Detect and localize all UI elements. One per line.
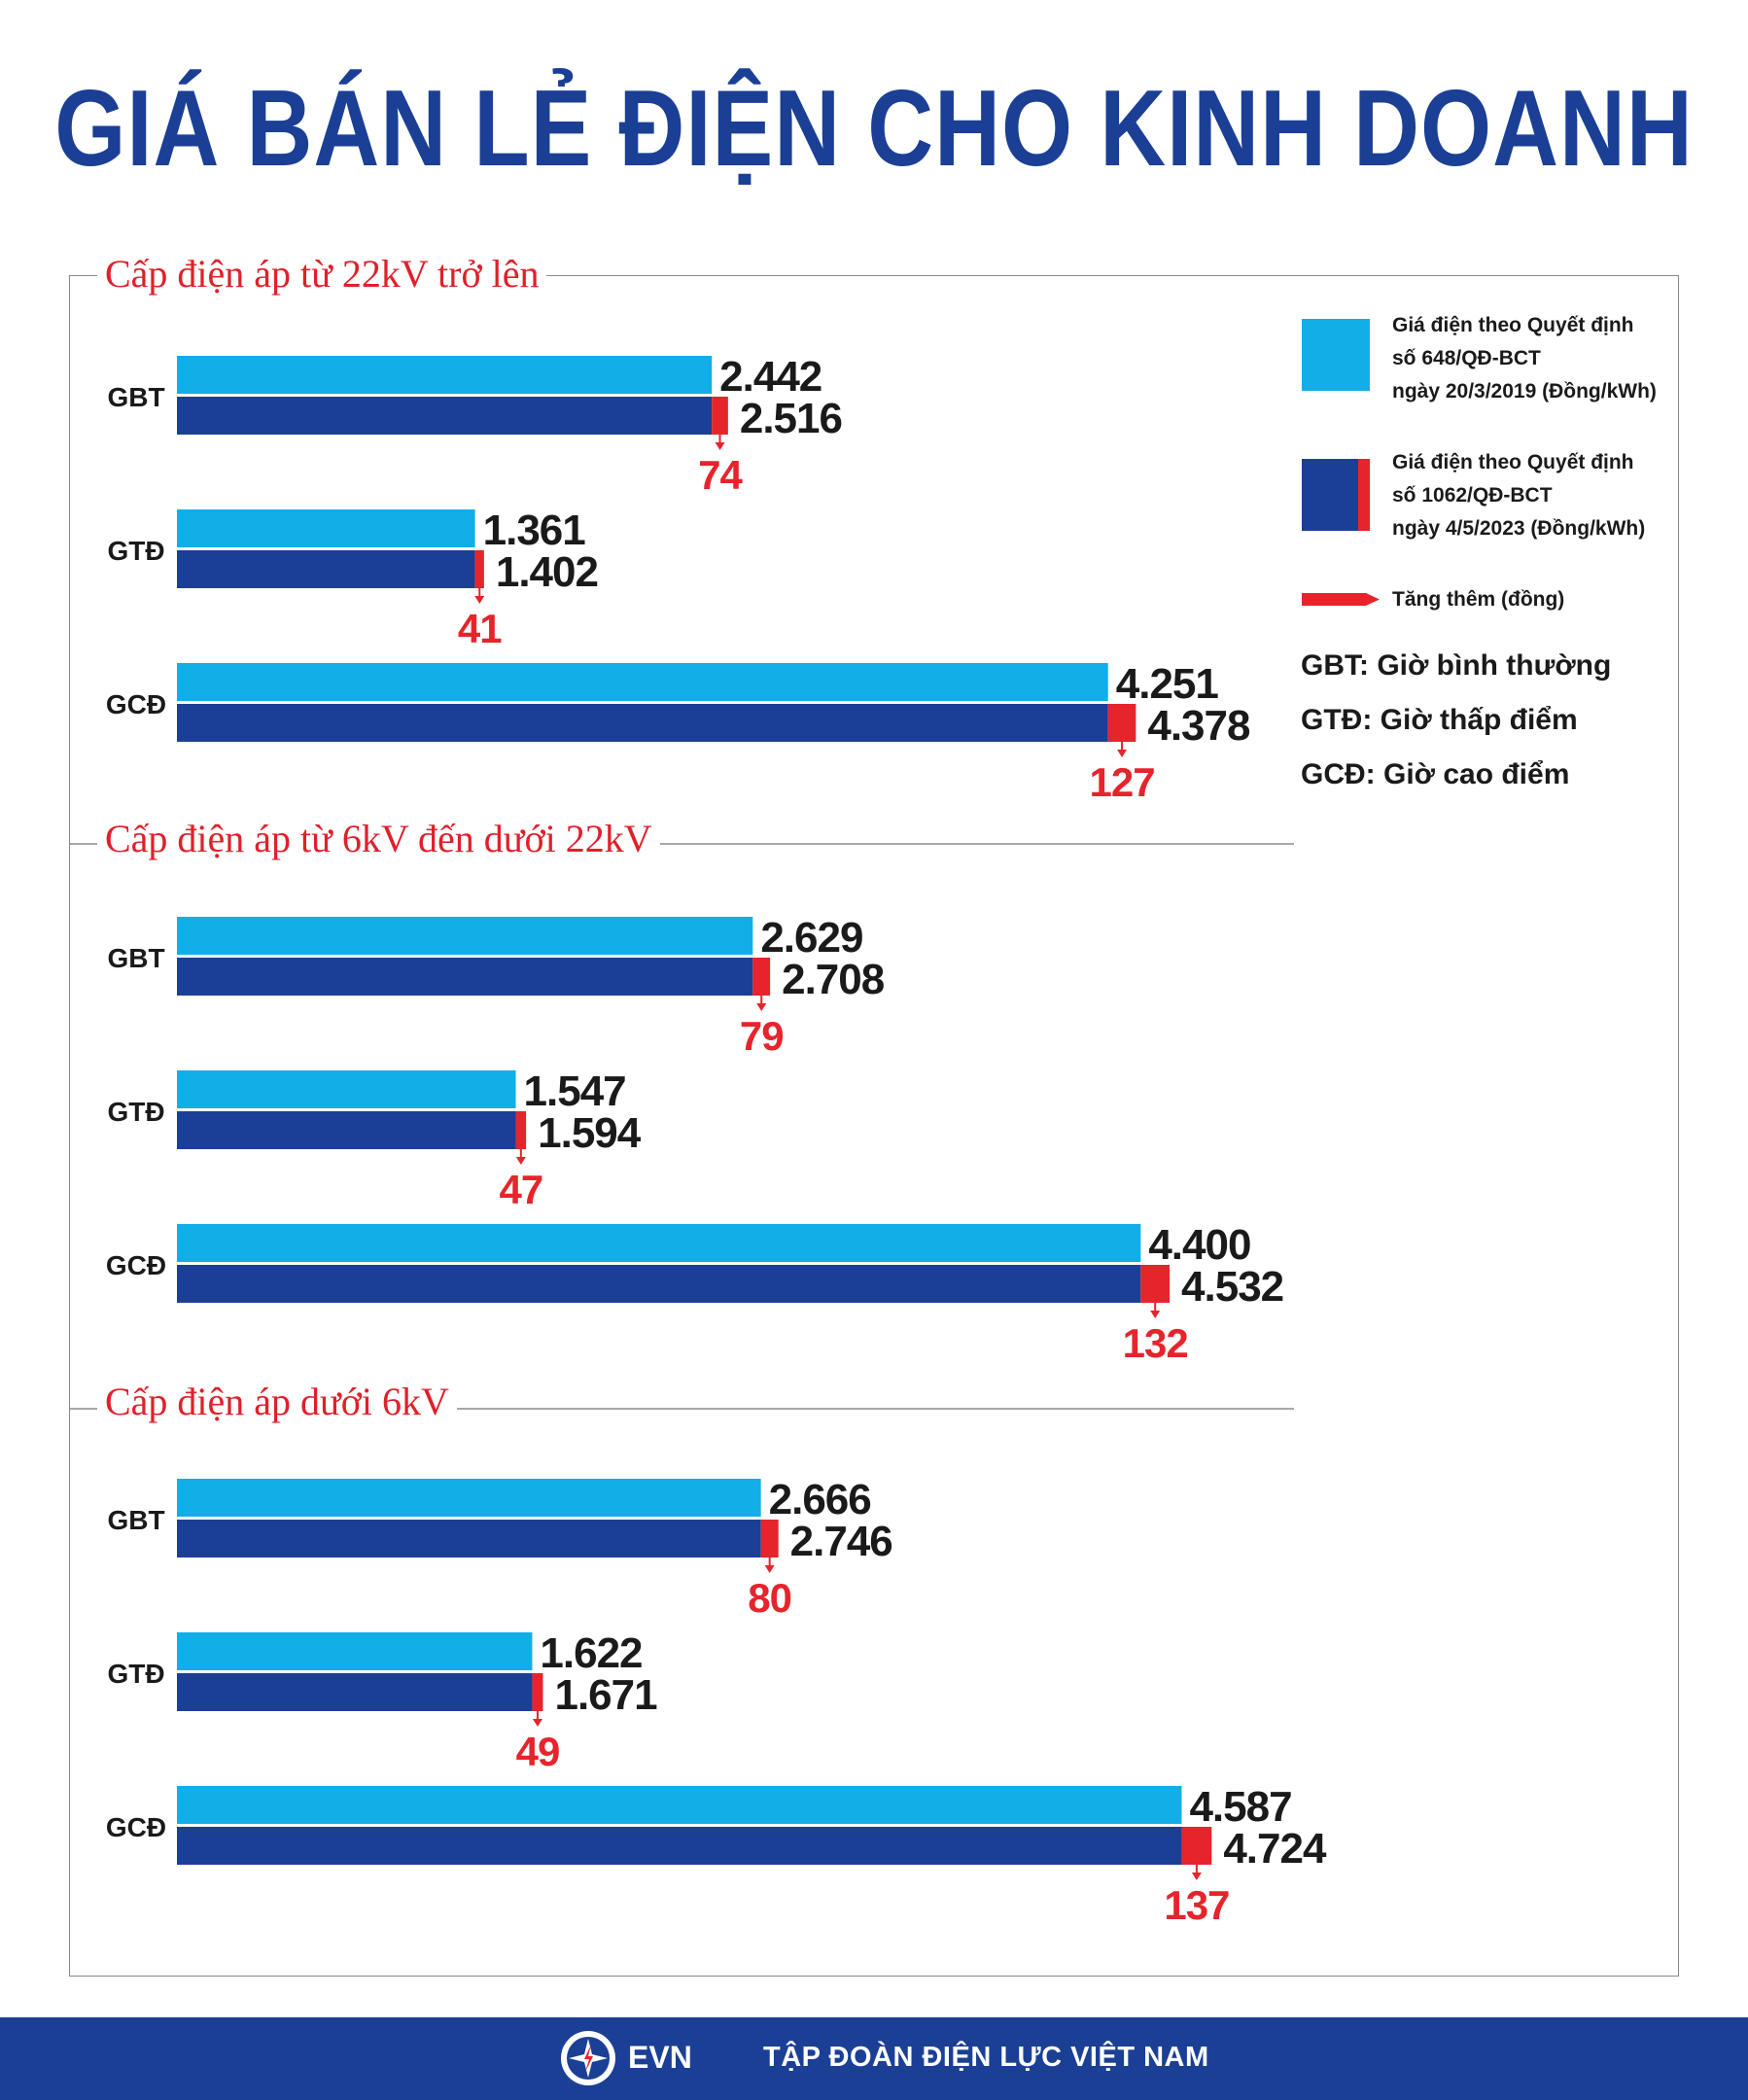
increase-arrow-head — [515, 1157, 526, 1165]
abbr-gbt: GBT: Giờ bình thường — [1301, 649, 1612, 682]
bar-new — [177, 1673, 533, 1711]
bar-old — [177, 917, 753, 955]
legend-old-line-1: Giá điện theo Quyết định — [1392, 314, 1634, 336]
bar-old — [177, 509, 475, 547]
value-label-increase: 80 — [748, 1575, 791, 1621]
bar-old — [177, 1632, 533, 1670]
value-label-old: 1.622 — [540, 1629, 642, 1677]
value-label-increase: 74 — [698, 452, 743, 498]
footer-bar: EVN TẬP ĐOÀN ĐIỆN LỰC VIỆT NAM — [0, 2017, 1748, 2100]
increase-arrow-head — [1150, 1311, 1161, 1318]
legend-new-line-2: số 1062/QĐ-BCT — [1392, 484, 1553, 507]
abbr-gcd: GCĐ: Giờ cao điểm — [1301, 758, 1570, 790]
value-label-old: 2.629 — [760, 914, 862, 962]
bar-increase — [712, 397, 728, 435]
category-label: GBT — [107, 1505, 164, 1535]
legend-label-new: Giá điện theo Quyết định số 1062/QĐ-BCT … — [1392, 446, 1645, 545]
section-title-under-6kv: Cấp điện áp dưới 6kV — [97, 1379, 457, 1424]
bar-new — [177, 704, 1108, 742]
bar-increase — [515, 1111, 527, 1149]
category-label: GBT — [107, 943, 164, 973]
bar-new — [177, 550, 475, 588]
increase-arrow-head — [474, 596, 485, 604]
value-label-increase: 127 — [1090, 759, 1155, 805]
legend-swatch-new-increase — [1358, 459, 1370, 531]
bar-increase — [1107, 704, 1136, 742]
abbr-gtd: GTĐ: Giờ thấp điểm — [1301, 704, 1578, 736]
bar-increase — [1181, 1827, 1212, 1865]
value-label-increase: 47 — [499, 1167, 542, 1212]
category-label: GBT — [107, 382, 164, 412]
value-label-old: 2.442 — [719, 353, 822, 401]
value-label-increase: 132 — [1123, 1320, 1188, 1366]
bar-new — [177, 958, 753, 996]
category-label: GCĐ — [106, 1250, 166, 1280]
value-label-increase: 79 — [740, 1013, 784, 1059]
section-title-22kv: Cấp điện áp từ 22kV trở lên — [97, 251, 547, 297]
value-label-old: 4.400 — [1148, 1221, 1250, 1269]
value-label-increase: 137 — [1164, 1882, 1229, 1928]
bar-increase — [752, 958, 771, 996]
bar-old — [177, 356, 713, 394]
bar-old — [177, 1479, 761, 1517]
legend-new-line-3: ngày 4/5/2023 (Đồng/kWh) — [1392, 517, 1646, 540]
legend-old-line-3: ngày 20/3/2019 (Đồng/kWh) — [1392, 380, 1657, 402]
bar-old — [177, 663, 1108, 701]
section-title-6-22kv: Cấp điện áp từ 6kV đến dưới 22kV — [97, 816, 660, 861]
footer-org-name: TẬP ĐOÀN ĐIỆN LỰC VIỆT NAM — [763, 2042, 1209, 2073]
increase-arrow-head — [1117, 750, 1128, 757]
increase-arrow-head — [715, 442, 725, 450]
value-label-old: 2.666 — [769, 1476, 871, 1523]
value-label-new: 1.594 — [538, 1109, 642, 1157]
value-label-new: 2.516 — [740, 395, 842, 442]
bar-old — [177, 1070, 516, 1108]
evn-logo-icon — [561, 2031, 615, 2085]
value-label-old: 1.361 — [483, 507, 586, 554]
legend-old-line-2: số 648/QĐ-BCT — [1392, 347, 1541, 369]
legend-swatch-old — [1302, 319, 1370, 391]
value-label-new: 1.671 — [554, 1671, 657, 1719]
increase-arrow-head — [756, 1003, 767, 1011]
value-label-increase: 49 — [516, 1729, 560, 1774]
bar-new — [177, 1520, 761, 1558]
value-label-new: 1.402 — [496, 548, 598, 596]
legend-arrow-icon — [1302, 593, 1380, 606]
bar-new — [177, 1827, 1182, 1865]
category-label: GCĐ — [106, 689, 166, 719]
bar-increase — [1140, 1265, 1171, 1303]
value-label-old: 4.587 — [1189, 1783, 1291, 1831]
bar-increase — [474, 550, 484, 588]
legend-new-line-1: Giá điện theo Quyết định — [1392, 451, 1634, 473]
bar-old — [177, 1786, 1182, 1824]
value-label-new: 2.746 — [790, 1518, 892, 1565]
category-label: GCĐ — [106, 1812, 166, 1842]
bar-old — [177, 1224, 1141, 1262]
value-label-old: 4.251 — [1116, 660, 1219, 708]
value-label-increase: 41 — [458, 606, 502, 651]
increase-arrow-head — [532, 1719, 542, 1727]
value-label-new: 4.724 — [1223, 1825, 1327, 1872]
legend-label-increase: Tăng thêm (đồng) — [1392, 588, 1565, 611]
category-label: GTĐ — [107, 1097, 164, 1127]
value-label-old: 1.547 — [524, 1068, 626, 1115]
bar-new — [177, 1265, 1141, 1303]
increase-arrow-head — [764, 1565, 775, 1573]
legend-swatch-new — [1302, 459, 1358, 531]
chart-title: GIÁ BÁN LẺ ĐIỆN CHO KINH DOANH — [54, 67, 1694, 189]
category-label: GTĐ — [107, 536, 164, 566]
bar-new — [177, 397, 713, 435]
value-label-new: 4.378 — [1147, 702, 1250, 750]
category-label: GTĐ — [107, 1659, 164, 1689]
bar-increase — [532, 1673, 543, 1711]
bar-increase — [760, 1520, 779, 1558]
value-label-new: 2.708 — [782, 956, 885, 1003]
bar-new — [177, 1111, 516, 1149]
increase-arrow-head — [1191, 1872, 1202, 1880]
value-label-new: 4.532 — [1181, 1263, 1283, 1311]
chart-frame — [69, 275, 1679, 1977]
footer-brand: EVN — [628, 2040, 692, 2075]
legend-label-old: Giá điện theo Quyết định số 648/QĐ-BCT n… — [1392, 309, 1657, 408]
